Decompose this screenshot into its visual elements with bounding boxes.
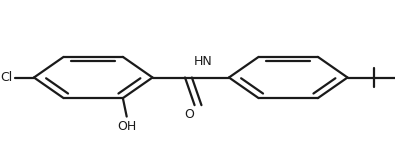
- Text: HN: HN: [194, 55, 213, 68]
- Text: OH: OH: [117, 120, 136, 133]
- Text: Cl: Cl: [1, 71, 13, 84]
- Text: O: O: [184, 108, 194, 121]
